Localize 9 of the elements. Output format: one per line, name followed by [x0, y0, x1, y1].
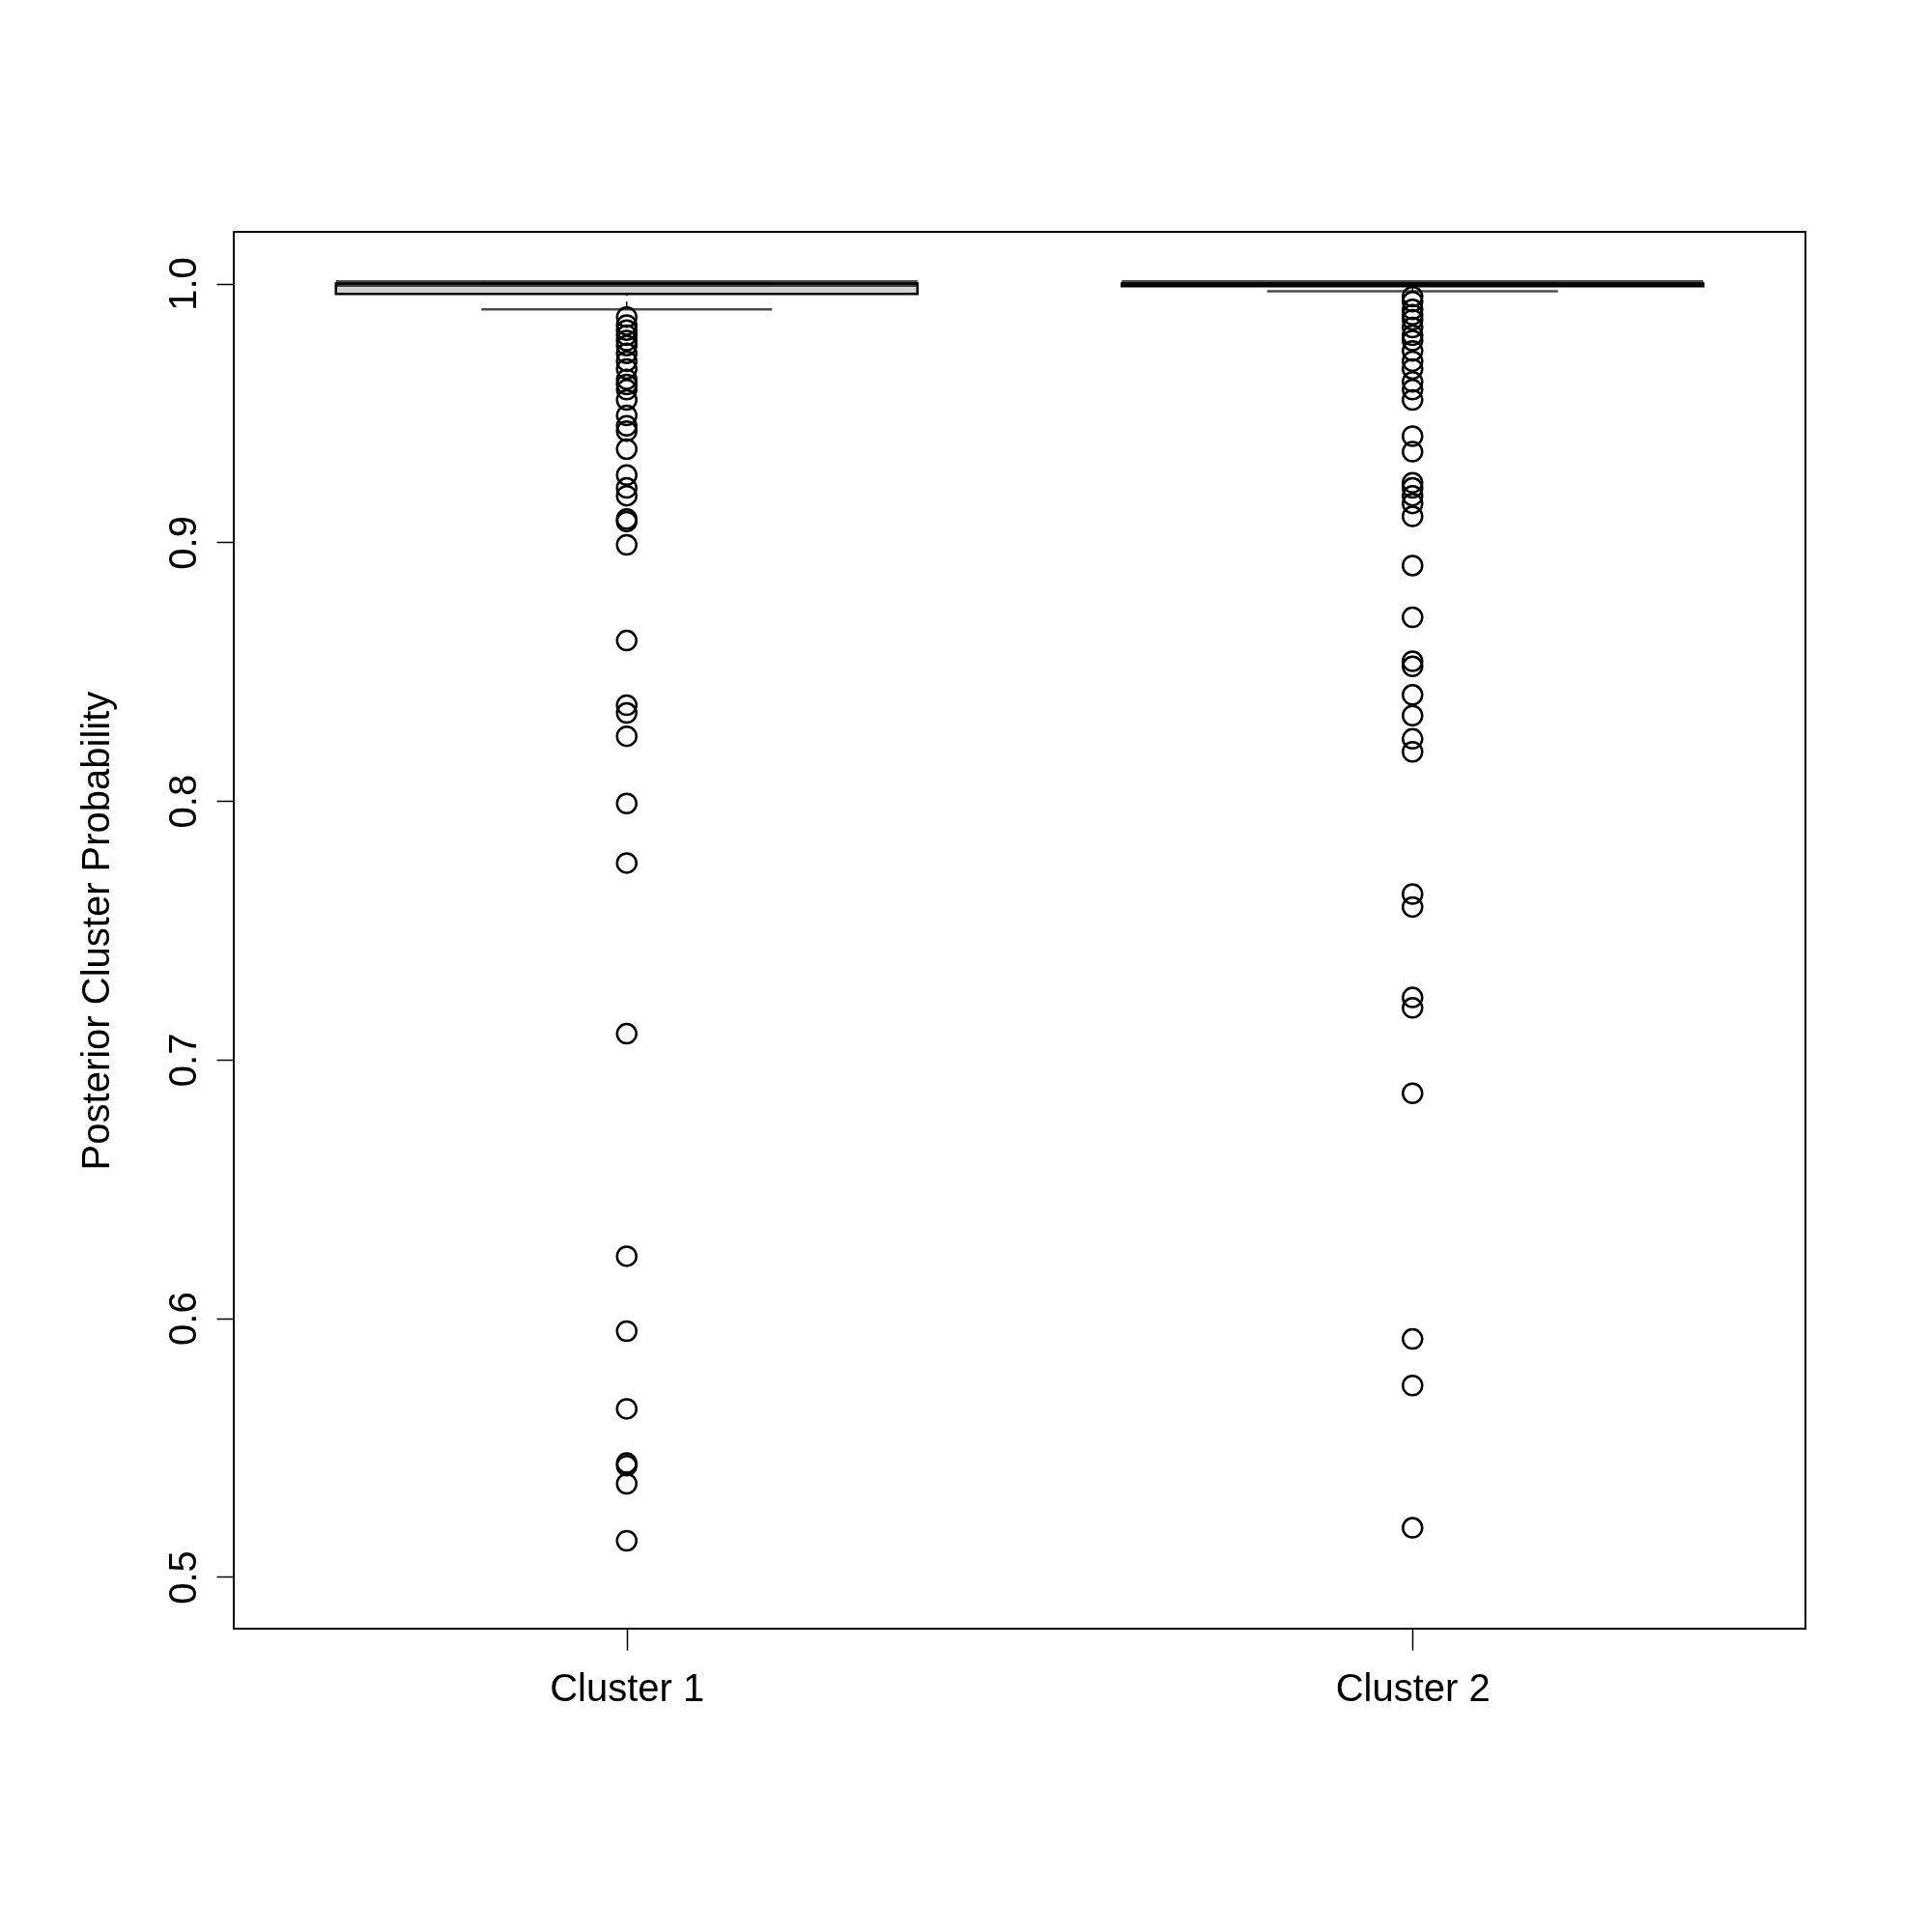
y-tick-label: 0.6: [160, 1292, 204, 1346]
x-tick-label: Cluster 1: [550, 1665, 705, 1709]
y-tick-label: 0.5: [160, 1550, 204, 1605]
y-tick-label: 0.7: [160, 1033, 204, 1088]
y-tick-label: 0.9: [160, 516, 204, 570]
x-tick-label: Cluster 2: [1335, 1665, 1491, 1709]
y-tick-label: 1.0: [160, 257, 204, 311]
y-tick-label: 0.8: [160, 774, 204, 829]
y-axis-title: Posterior Cluster Probability: [73, 691, 117, 1171]
